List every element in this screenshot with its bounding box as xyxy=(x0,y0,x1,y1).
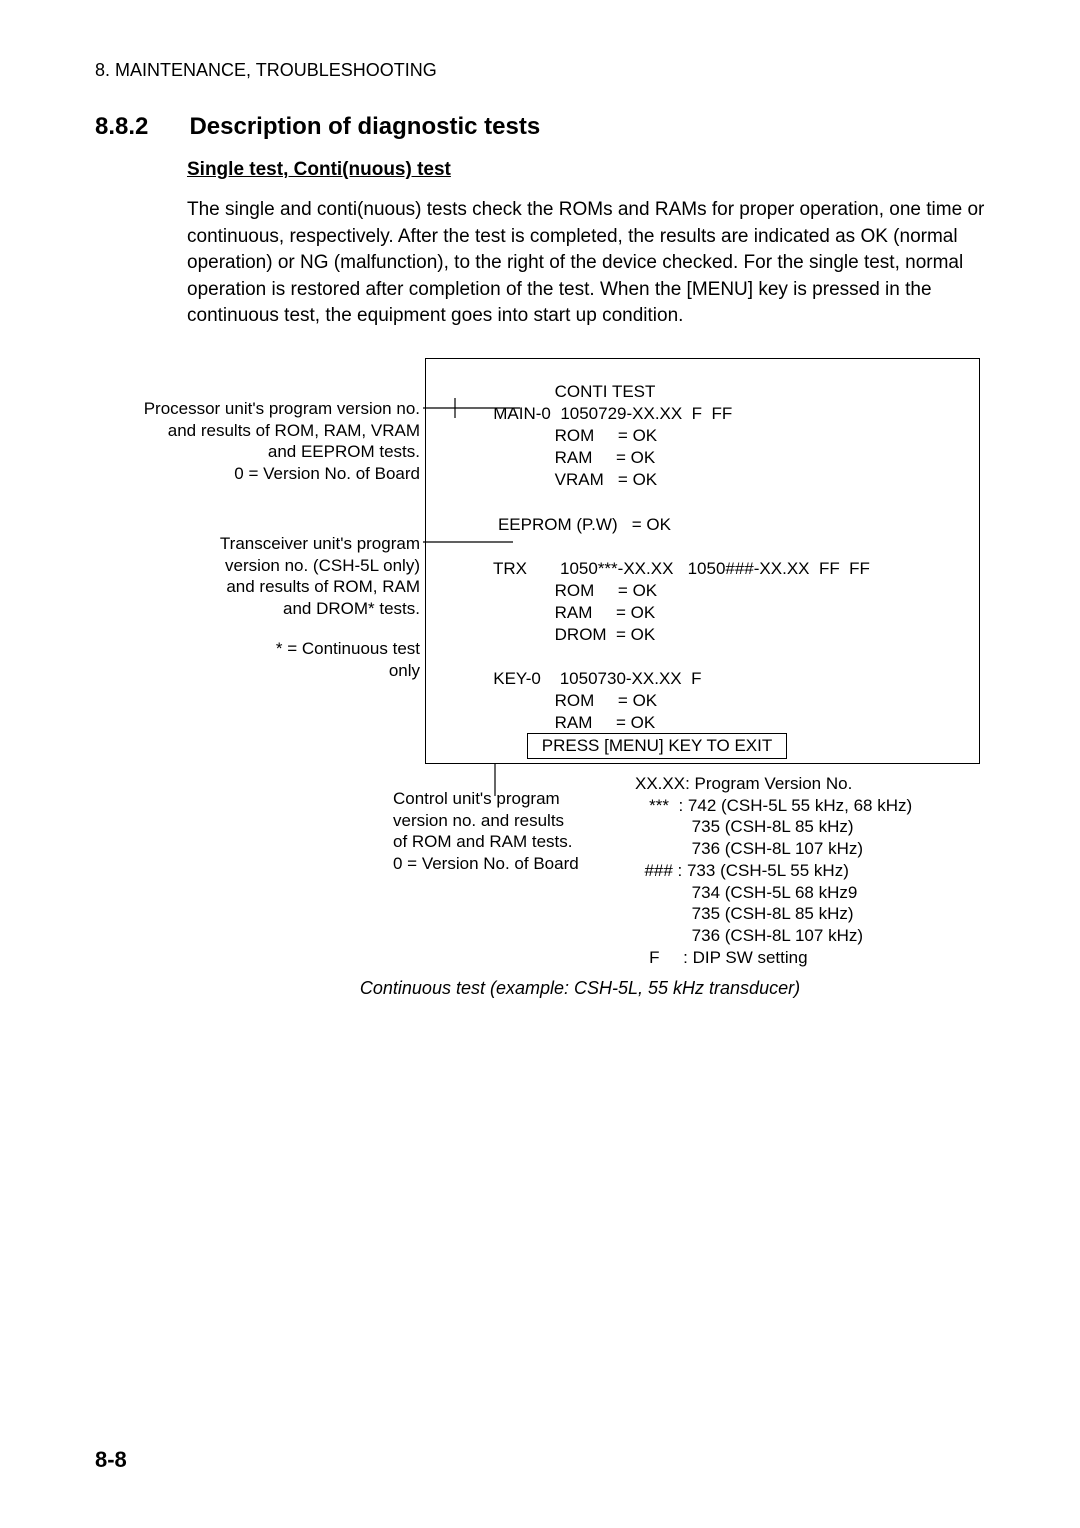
subheading: Single test, Conti(nuous) test xyxy=(187,159,985,181)
version-legend: XX.XX: Program Version No. *** : 742 (CS… xyxy=(635,773,985,969)
section-title: Description of diagnostic tests xyxy=(189,113,540,141)
console-key-ram: RAM = OK xyxy=(446,713,655,732)
console-key-rom: ROM = OK xyxy=(446,691,657,710)
section-number: 8.8.2 xyxy=(95,113,185,141)
control-unit-label: Control unit's program version no. and r… xyxy=(393,788,618,875)
page-number: 8-8 xyxy=(95,1447,127,1473)
console-box: CONTI TEST MAIN-0 1050729-XX.XX F FF ROM… xyxy=(425,358,980,764)
console-exit-box: PRESS [MENU] KEY TO EXIT xyxy=(527,733,787,759)
console-main-vram: VRAM = OK xyxy=(446,470,657,489)
console-trx-ram: RAM = OK xyxy=(446,603,655,622)
console-key-line: KEY-0 1050730-XX.XX F xyxy=(446,669,701,688)
page-header: 8. MAINTENANCE, TROUBLESHOOTING xyxy=(95,60,985,81)
console-title: CONTI TEST xyxy=(446,382,655,401)
console-trx-drom: DROM = OK xyxy=(446,625,655,644)
console-eeprom: EEPROM (P.W) = OK xyxy=(446,515,671,534)
processor-label: Processor unit's program version no. and… xyxy=(95,398,420,485)
figure-caption: Continuous test (example: CSH-5L, 55 kHz… xyxy=(175,978,985,999)
console-trx-rom: ROM = OK xyxy=(446,581,657,600)
console-trx-line: TRX 1050***-XX.XX 1050###-XX.XX FF FF xyxy=(446,559,870,578)
body-paragraph: The single and conti(nuous) tests check … xyxy=(187,197,985,330)
diagram-area: CONTI TEST MAIN-0 1050729-XX.XX F FF ROM… xyxy=(95,358,985,978)
continuous-note-label: * = Continuous test only xyxy=(205,638,420,682)
console-main-ram: RAM = OK xyxy=(446,448,655,467)
console-main-line: MAIN-0 1050729-XX.XX F FF xyxy=(446,404,732,423)
console-main-rom: ROM = OK xyxy=(446,426,657,445)
transceiver-label: Transceiver unit's program version no. (… xyxy=(170,533,420,620)
section-heading-row: 8.8.2 Description of diagnostic tests xyxy=(95,113,985,141)
